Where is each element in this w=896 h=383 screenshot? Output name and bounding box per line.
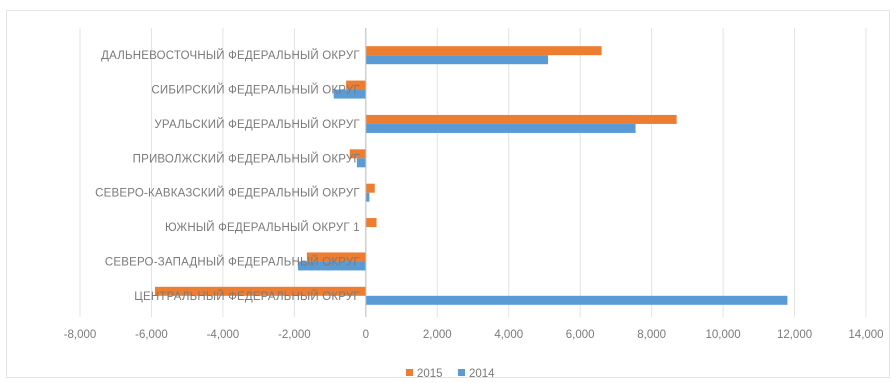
bar-2014-2 <box>365 123 636 133</box>
x-tick-label: 12,000 <box>777 329 812 341</box>
legend-swatch-2015 <box>406 369 413 376</box>
legend-swatch-2014 <box>458 369 465 376</box>
bar-2014-3 <box>356 158 366 168</box>
legend-label-2015: 2015 <box>417 368 443 380</box>
category-label: ЮЖНЫЙ ФЕДЕРАЛЬНЫЙ ОКРУГ 1 <box>165 221 360 234</box>
category-label: СЕВЕРО-ЗАПАДНЫЙ ФЕДЕРАЛЬНЫЙ ОКРУГ <box>105 255 361 268</box>
bar-2015-3 <box>349 149 366 159</box>
bar-2015-1 <box>346 80 366 90</box>
x-tick-label: 8,000 <box>637 329 666 341</box>
bar-2014-7 <box>365 295 788 305</box>
x-tick-label: -4,000 <box>207 329 240 341</box>
x-tick-label: 10,000 <box>705 329 740 341</box>
chart-frame <box>6 10 890 378</box>
category-label: СИБИРСКИЙ ФЕДЕРАЛЬНЫЙ ОКРУГ <box>151 84 360 97</box>
x-tick-label: 14,000 <box>848 329 883 341</box>
bar-2015-5 <box>365 218 377 228</box>
bar-2015-0 <box>365 46 602 56</box>
category-label: ДАЛЬНЕВОСТОЧНЫЙ ФЕДЕРАЛЬНЫЙ ОКРУГ <box>101 49 360 62</box>
category-label: ПРИВОЛЖСКИЙ ФЕДЕРАЛЬНЫЙ ОКРУГ <box>133 152 361 165</box>
category-label: ЦЕНТРАЛЬНЫЙ ФЕДЕРАЛЬНЫЙ ОКРУГ <box>134 290 360 303</box>
bar-2014-6 <box>297 261 366 271</box>
x-tick-label: 6,000 <box>566 329 595 341</box>
x-tick-label: 0 <box>363 329 369 341</box>
x-tick-label: 4,000 <box>494 329 523 341</box>
bar-2015-7 <box>155 286 366 296</box>
category-label: УРАЛЬСКИЙ ФЕДЕРАЛЬНЫЙ ОКРУГ <box>154 118 360 131</box>
bar-2015-2 <box>365 114 677 124</box>
x-tick-label: -2,000 <box>278 329 311 341</box>
category-label: СЕВЕРО-КАВКАЗСКИЙ ФЕДЕРАЛЬНЫЙ ОКРУГ <box>95 187 360 200</box>
bar-2014-0 <box>365 55 549 65</box>
bar-2014-1 <box>333 89 366 99</box>
bar-2015-4 <box>365 183 375 193</box>
bar-2014-4 <box>365 192 370 202</box>
legend-label-2014: 2014 <box>469 368 495 380</box>
x-tick-label: -8,000 <box>64 329 97 341</box>
bar-2015-6 <box>306 252 366 262</box>
x-tick-label: 2,000 <box>423 329 452 341</box>
x-tick-label: -6,000 <box>135 329 168 341</box>
